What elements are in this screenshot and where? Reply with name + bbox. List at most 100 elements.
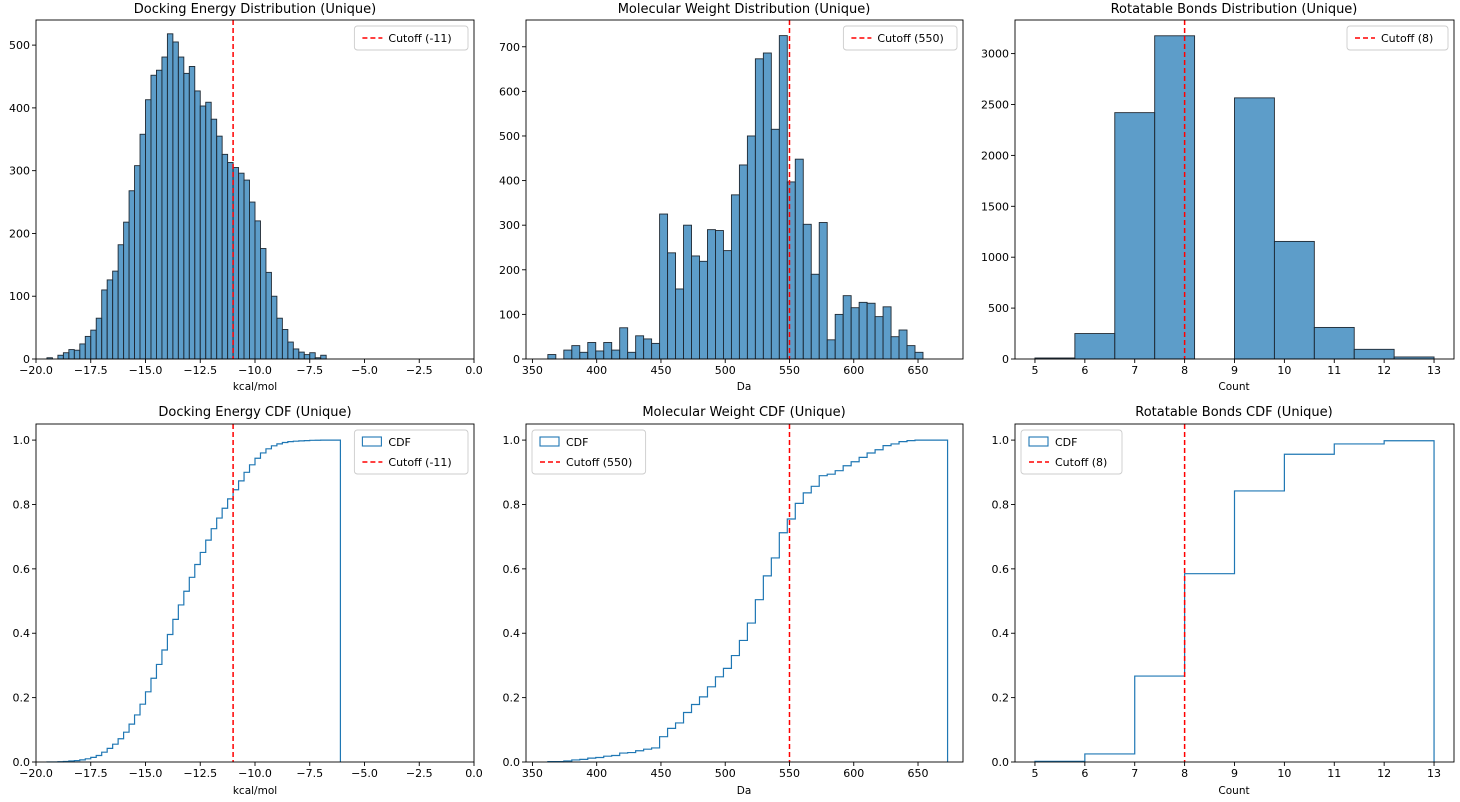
x-axis-label-docking-hist: kcal/mol bbox=[233, 381, 277, 393]
histogram-bar bbox=[1114, 112, 1156, 360]
histogram-bar bbox=[166, 33, 174, 360]
histogram-bar bbox=[595, 350, 605, 360]
histogram-bar bbox=[611, 349, 621, 360]
x-tick-label: 9 bbox=[1231, 364, 1238, 377]
chart-docking-hist: −20.0 −17.5 −15.0 −12.5 −10.0 −7.5 −5.0 −2.5 0.0… bbox=[9, 19, 483, 377]
histogram-bar bbox=[90, 329, 97, 360]
histogram-bar bbox=[754, 58, 764, 360]
histogram-bar bbox=[882, 306, 892, 360]
histogram-bar bbox=[1353, 348, 1395, 360]
x-tick-label: 5 bbox=[1031, 364, 1038, 377]
histogram-bar bbox=[79, 343, 86, 360]
x-tick-label: −17.5 bbox=[74, 767, 108, 780]
x-tick-label: 6 bbox=[1081, 364, 1088, 377]
histogram-bar bbox=[866, 302, 876, 360]
histogram-bar bbox=[210, 118, 218, 360]
x-axis-label-mw-hist: Da bbox=[737, 381, 752, 393]
x-tick-label: 350 bbox=[522, 767, 543, 780]
histogram-bar bbox=[834, 313, 844, 360]
histogram-bar bbox=[276, 317, 283, 360]
histogram-bar bbox=[730, 194, 740, 360]
x-tick-label: 600 bbox=[843, 364, 864, 377]
histogram-bar bbox=[106, 279, 114, 360]
y-tick-label: 0.6 bbox=[13, 563, 31, 576]
histogram-bar bbox=[199, 105, 207, 360]
chart-rot-hist: 5 6 7 8 9 10 11 12 13 0 500 1000 1500 2000 2500 3000 Cut… bbox=[981, 19, 1455, 377]
y-tick-label: 400 bbox=[9, 102, 30, 115]
y-tick-label: 0.8 bbox=[992, 498, 1010, 511]
histogram-bar bbox=[232, 167, 240, 360]
histogram-bar bbox=[243, 179, 250, 360]
x-axis-label-rot-hist: Count bbox=[1218, 381, 1249, 393]
histogram-bar bbox=[216, 135, 223, 360]
histogram-bar bbox=[123, 221, 130, 360]
histogram-bar bbox=[635, 335, 645, 360]
cdf-line bbox=[46, 439, 342, 763]
histogram-bar bbox=[826, 339, 836, 360]
x-tick-label: −12.5 bbox=[183, 364, 217, 377]
y-tick-label: 2000 bbox=[981, 149, 1009, 162]
histogram-bar bbox=[667, 252, 677, 360]
y-tick-label: 3000 bbox=[981, 48, 1009, 61]
y-tick-label: 0.2 bbox=[503, 692, 521, 705]
histogram-bar bbox=[842, 295, 852, 360]
histogram-bar bbox=[139, 133, 146, 360]
histogram-bar bbox=[1074, 333, 1116, 360]
y-tick-label: 0.8 bbox=[13, 498, 31, 511]
x-tick-label: 650 bbox=[908, 767, 929, 780]
y-tick-label: 700 bbox=[499, 41, 520, 54]
y-tick-label: 0 bbox=[1002, 353, 1009, 366]
y-tick-label: 200 bbox=[499, 264, 520, 277]
x-tick-label: 500 bbox=[715, 364, 736, 377]
histogram-bar bbox=[205, 101, 212, 360]
histogram-bar bbox=[68, 349, 75, 360]
y-tick-label: 0.4 bbox=[13, 627, 31, 640]
histogram-bar bbox=[619, 327, 629, 360]
x-tick-label: 8 bbox=[1181, 364, 1188, 377]
x-tick-label: 11 bbox=[1327, 364, 1341, 377]
legend: Cutoff (550) bbox=[842, 25, 958, 51]
y-tick-label: 100 bbox=[9, 290, 30, 303]
histogram-bar bbox=[890, 336, 900, 360]
histogram-bar bbox=[117, 244, 125, 360]
legend-label: Cutoff (-11) bbox=[388, 32, 451, 45]
histogram-bar bbox=[221, 153, 229, 360]
y-tick-label: 300 bbox=[9, 165, 30, 178]
x-tick-label: −2.5 bbox=[406, 767, 433, 780]
x-tick-label: −20.0 bbox=[19, 364, 53, 377]
x-tick-label: −5.0 bbox=[351, 767, 378, 780]
x-tick-label: 400 bbox=[586, 767, 607, 780]
y-tick-label: 100 bbox=[499, 308, 520, 321]
histogram-bar bbox=[643, 338, 653, 360]
x-tick-label: 600 bbox=[843, 767, 864, 780]
chart-rot-cdf: 5 6 7 8 9 10 11 12 13 0.0 0.2 0.4 0.6 0.8 1.0 CDF Cutoff… bbox=[992, 423, 1455, 780]
y-tick-label: 0.4 bbox=[992, 627, 1010, 640]
x-tick-label: 8 bbox=[1181, 767, 1188, 780]
histogram-bar bbox=[73, 349, 81, 360]
histogram-bar bbox=[1234, 97, 1275, 360]
histogram-bar bbox=[265, 271, 272, 360]
histogram-bar bbox=[303, 354, 311, 360]
x-tick-label: 9 bbox=[1231, 767, 1238, 780]
legend-cdf-swatch bbox=[1028, 436, 1049, 447]
cdf-line bbox=[547, 439, 949, 763]
histogram-bar bbox=[898, 329, 908, 360]
histogram-bar bbox=[802, 223, 812, 360]
histogram-bar bbox=[818, 222, 828, 360]
y-tick-label: 1.0 bbox=[992, 434, 1010, 447]
y-tick-label: 0.2 bbox=[992, 692, 1010, 705]
histogram-bar bbox=[155, 69, 163, 360]
x-tick-label: −20.0 bbox=[19, 767, 53, 780]
histogram-bar bbox=[810, 273, 820, 360]
histogram-bar bbox=[62, 352, 70, 360]
legend: Cutoff (-11) bbox=[353, 25, 469, 51]
chart-title-rot-hist: Rotatable Bonds Distribution (Unique) bbox=[1111, 2, 1358, 17]
chart-docking-cdf: −20.0 −17.5 −15.0 −12.5 −10.0 −7.5 −5.0 −2.5 0.0… bbox=[13, 423, 483, 780]
legend: CDF Cutoff (-11) bbox=[353, 429, 469, 475]
x-tick-label: 10 bbox=[1277, 767, 1291, 780]
x-tick-label: 350 bbox=[522, 364, 543, 377]
x-tick-label: 500 bbox=[715, 767, 736, 780]
chart-title-mw-hist: Molecular Weight Distribution (Unique) bbox=[618, 2, 871, 17]
histogram-bar bbox=[177, 56, 185, 360]
